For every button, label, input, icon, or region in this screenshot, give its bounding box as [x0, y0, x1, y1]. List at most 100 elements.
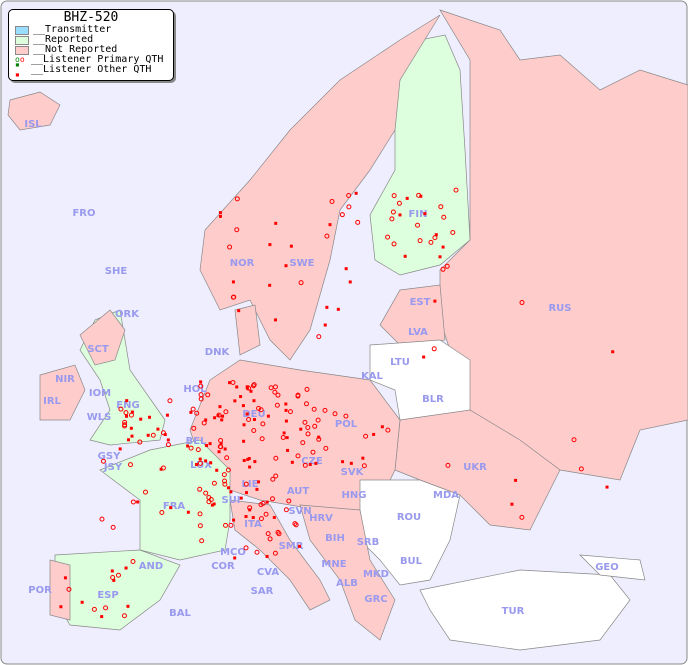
listener-other-marker: [423, 212, 427, 216]
listener-other-marker: [195, 463, 199, 467]
country-label-fro: FRO: [72, 208, 95, 219]
listener-other-marker: [284, 402, 288, 406]
listener-primary-marker: [246, 417, 252, 423]
listener-other-marker: [255, 487, 259, 491]
listener-primary-marker: [578, 466, 584, 472]
listener-other-marker: [247, 457, 251, 461]
listener-other-marker: [403, 254, 407, 258]
country-label-irl: IRL: [43, 396, 61, 407]
listener-primary-marker: [198, 396, 204, 402]
listener-primary-marker: [440, 266, 446, 272]
listener-other-marker: [239, 395, 243, 399]
country-geo: [579, 554, 646, 581]
listener-other-marker: [231, 280, 235, 284]
listener-primary-marker: [385, 234, 391, 240]
country-label-sar: SAR: [251, 586, 274, 597]
listener-primary-marker: [324, 233, 330, 239]
listener-other-marker: [244, 514, 248, 518]
listener-primary-marker: [194, 410, 200, 416]
listener-other-marker: [284, 264, 288, 268]
listener-primary-marker: [272, 384, 278, 390]
listener-primary-marker: [199, 538, 205, 544]
listener-primary-marker: [254, 549, 260, 555]
country-label-rus: RUS: [548, 303, 571, 314]
listener-primary-marker: [428, 239, 434, 245]
listener-primary-marker: [363, 433, 369, 439]
listener-primary-marker: [216, 412, 222, 418]
listener-primary-marker: [275, 392, 281, 398]
listener-primary-marker: [259, 436, 265, 442]
listener-other-marker: [274, 318, 278, 322]
listener-primary-marker: [275, 529, 281, 535]
listener-other-marker: [130, 434, 134, 438]
country-label-gsy: GSY: [98, 451, 121, 462]
country-label-esp: ESP: [97, 590, 118, 601]
listener-other-marker: [235, 385, 239, 389]
country-label-hrv: HRV: [309, 513, 333, 524]
listener-primary-marker: [389, 216, 395, 222]
listener-primary-marker: [332, 411, 338, 417]
legend-label: __Listener Other QTH: [31, 64, 152, 75]
listener-primary-marker: [122, 422, 128, 428]
listener-primary-marker: [250, 383, 256, 389]
listener-other-marker: [118, 447, 122, 451]
listener-other-marker: [438, 255, 442, 259]
listener-other-marker: [205, 444, 209, 448]
listener-other-marker: [348, 280, 352, 284]
listener-primary-marker: [167, 398, 173, 404]
swatch: [15, 25, 29, 35]
listener-other-marker: [336, 307, 340, 311]
listener-primary-marker: [222, 481, 228, 487]
country-label-est: EST: [410, 297, 431, 308]
listener-other-marker: [219, 441, 223, 445]
country-label-bih: BIH: [325, 533, 345, 544]
listener-other-marker: [112, 578, 116, 582]
listener-primary-marker: [222, 478, 228, 484]
listener-primary-marker: [302, 419, 308, 425]
listener-primary-marker: [343, 413, 349, 419]
listener-primary-marker: [310, 449, 316, 455]
listener-primary-marker: [228, 522, 234, 528]
listener-primary-marker: [260, 500, 266, 506]
country-label-lva: LVA: [408, 327, 428, 338]
listener-other-marker: [268, 243, 272, 247]
country-fin: [369, 34, 471, 276]
circle-marker-icon: oo: [15, 55, 25, 64]
listener-primary-marker: [201, 420, 207, 426]
country-rus: [439, 9, 688, 481]
listener-primary-marker: [311, 406, 317, 412]
listener-other-marker: [163, 433, 167, 437]
listener-other-marker: [398, 213, 402, 217]
listener-other-marker: [139, 417, 143, 421]
listener-other-marker: [244, 491, 248, 495]
country-sct: [79, 309, 126, 366]
listener-other-marker: [63, 576, 67, 580]
country-label-smr: SMR: [279, 541, 304, 552]
listener-primary-marker: [197, 486, 203, 492]
square-marker-icon: ▪ ▪: [15, 60, 20, 79]
country-label-cze: CZE: [301, 456, 323, 467]
listener-other-marker: [248, 508, 252, 512]
listener-other-marker: [245, 385, 249, 389]
listener-other-marker: [284, 408, 288, 412]
listener-other-marker: [422, 355, 426, 359]
listener-other-marker: [354, 191, 358, 195]
listener-primary-marker: [142, 489, 148, 495]
country-label-geo: GEO: [595, 562, 619, 573]
listener-primary-marker: [385, 427, 391, 433]
listener-other-marker: [252, 417, 256, 421]
country-label-srb: SRB: [357, 537, 380, 548]
listener-other-marker: [237, 309, 241, 313]
swatch: [15, 35, 29, 45]
listener-primary-marker: [118, 406, 124, 412]
listener-primary-marker: [519, 300, 525, 306]
country-label-blr: BLR: [422, 394, 444, 405]
listener-other-marker: [156, 427, 160, 431]
country-label-ork: ORK: [115, 309, 140, 320]
listener-other-marker: [186, 510, 190, 514]
listener-primary-marker: [221, 472, 227, 478]
listener-other-marker: [372, 432, 376, 436]
listener-primary-marker: [302, 462, 308, 468]
listener-primary-marker: [415, 222, 421, 228]
country-label-nor: NOR: [230, 258, 255, 269]
